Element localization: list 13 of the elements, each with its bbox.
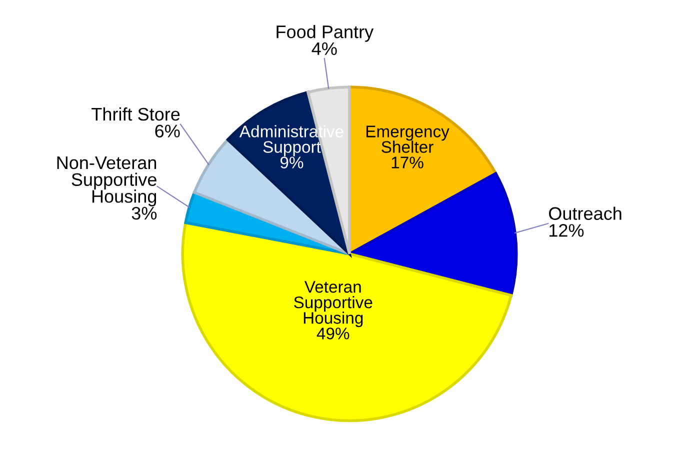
data-label: 12% bbox=[550, 224, 584, 237]
data-label: 17% bbox=[392, 156, 424, 168]
data-label: 9% bbox=[280, 156, 304, 168]
slice-label: Food Pantry bbox=[276, 24, 374, 42]
slice-label: Veteran Supportive Housing bbox=[294, 281, 372, 328]
slice-label: Non-Veteran Supportive Housing bbox=[57, 156, 156, 206]
slice-label: Emergency Shelter bbox=[366, 126, 450, 153]
data-label: 3% bbox=[132, 206, 157, 220]
slice-label: Outreach bbox=[549, 206, 622, 220]
data-label: 4% bbox=[312, 42, 337, 56]
data-label: 6% bbox=[155, 124, 180, 138]
slice-label: Thrift Store bbox=[92, 107, 180, 121]
data-label: 49% bbox=[316, 328, 350, 340]
